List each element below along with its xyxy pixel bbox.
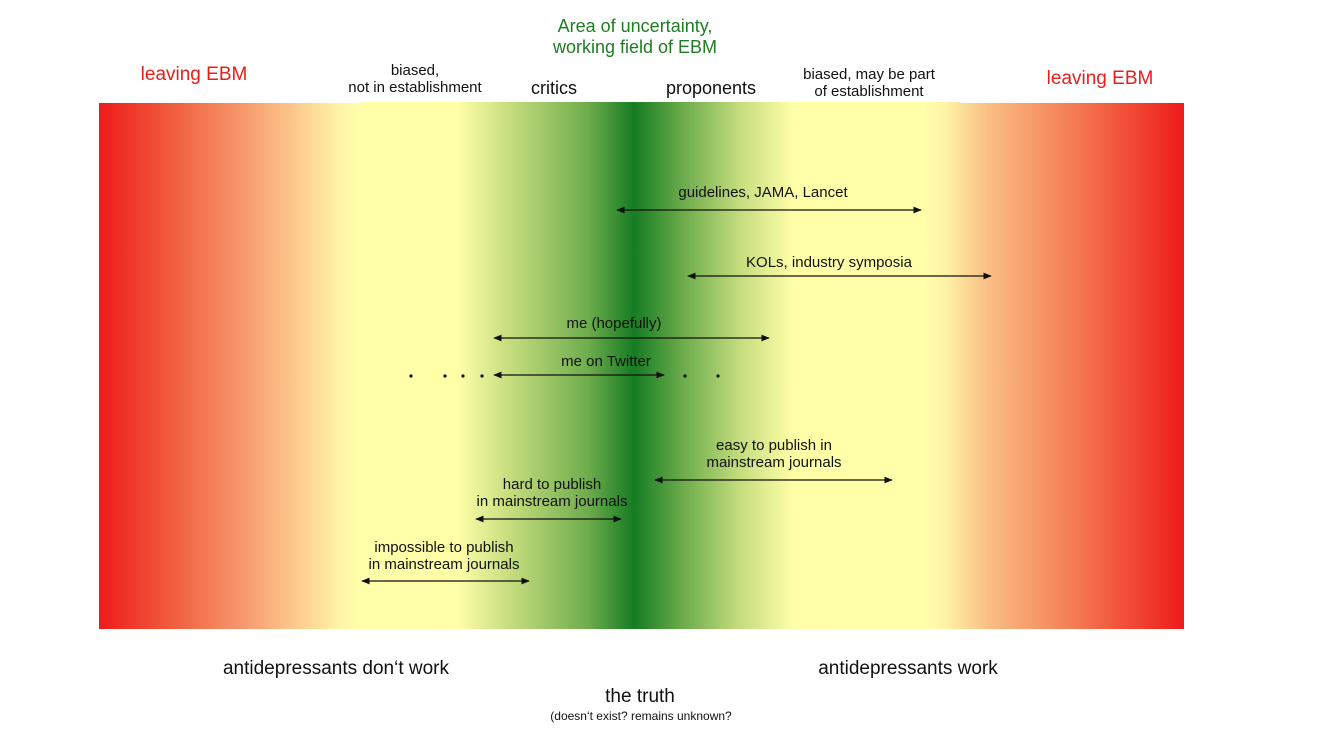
biased-establishment-label: biased, may be part of establishment: [803, 66, 935, 101]
truth-label: the truth: [605, 686, 675, 707]
biased-not-establishment-label: biased, not in establishment: [348, 62, 482, 97]
antidepressants-dont-work-label: antidepressants don‘t work: [222, 658, 449, 679]
leaving-ebm-left-label: leaving EBM: [140, 64, 248, 85]
spectrum-gradient-band: [99, 102, 1184, 629]
arrow-label-guidelines: guidelines, JAMA, Lancet: [678, 184, 848, 201]
dotted-extension-left: [409, 374, 484, 378]
arrow-label-hard-publish: hard to publish in mainstream journals: [476, 476, 628, 511]
critics-label: critics: [531, 78, 577, 98]
uncertainty-title: Area of uncertainty, working field of EB…: [552, 16, 718, 57]
arrow-label-easy-publish: easy to publish in mainstream journals: [706, 437, 842, 472]
band-top-notch-left: [99, 94, 361, 103]
truth-note: (doesn‘t exist? remains unknown?: [550, 709, 732, 723]
arrow-label-kols: KOLs, industry symposia: [746, 254, 912, 271]
arrow-label-me-twitter: me on Twitter: [561, 353, 651, 370]
proponents-label: proponents: [665, 78, 757, 98]
arrow-label-me-hopefully: me (hopefully): [566, 315, 662, 332]
leaving-ebm-right-label: leaving EBM: [1046, 68, 1154, 89]
antidepressants-work-label: antidepressants work: [818, 658, 998, 679]
band-top-notch-right: [960, 94, 1184, 103]
dotted-extension-right: [683, 374, 720, 378]
arrow-label-impossible-publish: impossible to publish in mainstream jour…: [368, 539, 520, 574]
